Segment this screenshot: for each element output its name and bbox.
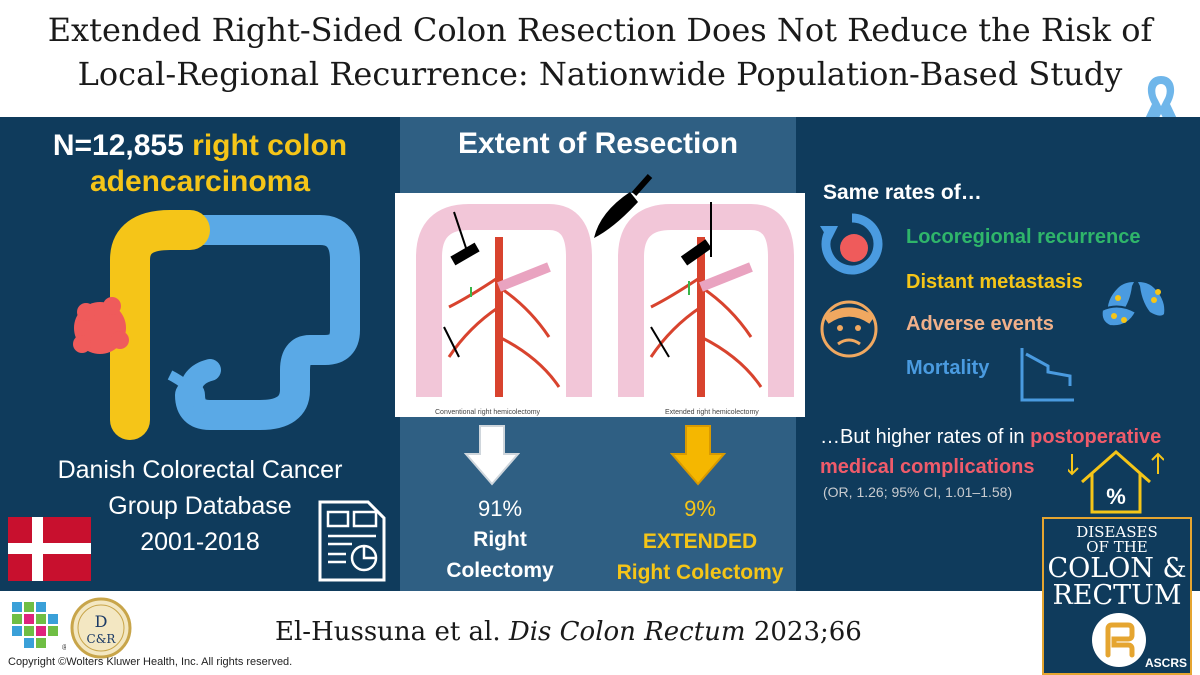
title-line-1: Extended Right-Sided Colon Resection Doe…	[47, 11, 1153, 49]
complications-highlight-2: medical complications	[820, 456, 1035, 478]
citation-year: 2023;66	[753, 617, 862, 647]
complications-highlight-1: postoperative	[1030, 426, 1162, 448]
citation: El-Hussuna et al. Dis Colon Rectum 2023;…	[275, 617, 862, 647]
conventional-label-line-1: Right	[473, 528, 527, 551]
ascrs-label: ASCRS	[1144, 656, 1187, 670]
recurrence-cycle-icon	[820, 213, 883, 275]
journal-colon-icon	[1092, 613, 1146, 667]
house-percent-icon: %	[1068, 449, 1164, 514]
conventional-label: Right Colectomy	[420, 524, 580, 586]
conventional-percentage: 91%	[477, 496, 523, 521]
cohort-highlight-2: adencarcinoma	[89, 165, 311, 198]
same-rates-heading: Same rates of…	[823, 181, 982, 204]
conventional-hemicolectomy-illustration-icon	[416, 204, 592, 397]
cohort-size: N=12,855 right colon adencarcinoma	[0, 128, 400, 200]
database-line-1: Danish Colorectal Cancer	[57, 456, 343, 484]
journal-title-line-4: RECTUM	[1052, 580, 1182, 611]
outcome-distant-metastasis: Distant metastasis	[906, 271, 1083, 293]
title-line-2: Local-Regional Recurrence: Nationwide Po…	[77, 55, 1123, 93]
conventional-label-line-2: Colectomy	[446, 559, 554, 582]
database-years: 2001-2018	[140, 528, 260, 556]
report-document-icon	[318, 500, 386, 582]
extended-label-line-1: EXTENDED	[642, 530, 758, 553]
page-title: Extended Right-Sided Colon Resection Doe…	[0, 8, 1200, 96]
denmark-flag-icon	[8, 517, 91, 581]
citation-journal: Dis Colon Rectum	[508, 617, 746, 647]
footer	[0, 591, 1200, 675]
seal-letter-d: D	[95, 612, 108, 631]
odds-ratio: (OR, 1.26; 95% CI, 1.01–1.58)	[823, 484, 1013, 500]
yellow-down-arrow-icon	[670, 425, 726, 486]
wolters-kluwer-logo-icon: ®	[12, 602, 66, 652]
registered-mark: ®	[62, 643, 66, 652]
dcr-seal-logo-icon: D C&R	[70, 597, 132, 659]
extended-label: EXTENDED Right Colectomy	[600, 526, 800, 588]
complications-statement: …But higher rates of in postoperative me…	[820, 422, 1190, 482]
extended-hemicolectomy-illustration-icon	[618, 202, 794, 397]
citation-authors: El-Hussuna et al.	[275, 617, 501, 647]
metastasis-organs-icon	[1100, 266, 1165, 328]
extended-percentage: 9%	[684, 496, 716, 521]
outcome-locoregional-recurrence: Locoregional recurrence	[906, 226, 1141, 248]
cohort-count: N=12,855	[52, 129, 184, 162]
resection-title: Extent of Resection	[457, 127, 739, 160]
declining-graph-icon	[1020, 348, 1074, 402]
journal-cover: DISEASES OF THE COLON & RECTUM ASCRS	[1042, 517, 1192, 675]
complications-prefix: …But higher rates of in	[820, 426, 1025, 448]
database-name: Danish Colorectal Cancer Group Database …	[0, 452, 400, 560]
extended-label-line-2: Right Colectomy	[616, 561, 784, 584]
seal-letters-cr: C&R	[87, 632, 117, 646]
scalpel-icon	[594, 174, 653, 238]
caption-extended: Extended right hemicolectomy	[665, 409, 759, 416]
journal-title: DISEASES OF THE COLON & RECTUM	[1044, 523, 1190, 611]
colon-illustration-icon	[73, 210, 360, 440]
journal-title-line-2: OF THE	[1086, 538, 1148, 556]
caption-conventional: Conventional right hemicolectomy	[435, 409, 541, 416]
sad-face-icon	[820, 300, 878, 358]
copyright-notice: Copyright ©Wolters Kluwer Health, Inc. A…	[8, 656, 293, 668]
journal-title-line-1: DISEASES	[1076, 523, 1158, 541]
header: Extended Right-Sided Colon Resection Doe…	[0, 0, 1200, 146]
outcome-mortality: Mortality	[906, 357, 990, 379]
white-down-arrow-icon	[464, 425, 520, 486]
database-line-2: Group Database	[108, 492, 292, 520]
house-percent-symbol: %	[1106, 484, 1126, 509]
cohort-highlight-1: right colon	[192, 129, 348, 162]
outcome-adverse-events: Adverse events	[906, 313, 1054, 335]
journal-title-line-3: COLON &	[1047, 553, 1187, 584]
